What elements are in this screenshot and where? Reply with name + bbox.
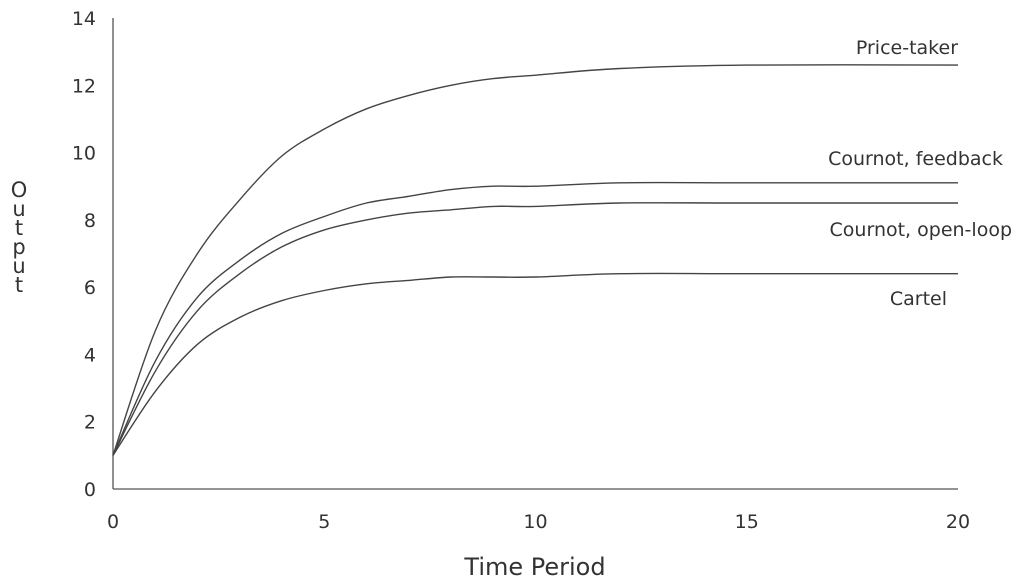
y-axis-title-letter: t	[15, 216, 23, 240]
x-tick-label: 20	[946, 511, 970, 533]
y-axis-title-letter: u	[12, 197, 25, 221]
y-tick-label: 10	[72, 143, 96, 165]
series-label: Price-taker	[856, 37, 958, 59]
y-axis-title-letter: p	[12, 235, 25, 259]
series-line	[112, 64, 959, 456]
y-tick-label: 12	[72, 75, 96, 97]
series-label: Cartel	[890, 288, 947, 310]
y-axis-title-letter: u	[12, 254, 25, 278]
y-tick-label: 0	[84, 479, 96, 501]
series-label: Cournot, open-loop	[830, 219, 1012, 241]
y-tick-label: 2	[84, 412, 96, 434]
x-axis-title: Time Period	[463, 553, 605, 581]
axes	[112, 18, 958, 490]
series-label: Cournot, feedback	[828, 148, 1003, 170]
y-tick-labels: 0 2 4 6 8 10 12 14	[72, 8, 96, 501]
series-labels: Price-taker Cournot, feedback Cournot, ope…	[828, 37, 1012, 310]
series-lines	[112, 64, 959, 456]
series-line	[112, 181, 958, 456]
y-axis-title-letter: O	[11, 178, 28, 202]
series-line	[112, 202, 958, 456]
x-tick-label: 0	[107, 511, 119, 533]
x-tick-label: 10	[523, 511, 547, 533]
x-tick-label: 5	[318, 511, 330, 533]
x-tick-labels: 0 5 10 15 20	[107, 511, 970, 533]
y-axis-title-letter: t	[15, 273, 23, 297]
y-tick-label: 14	[72, 8, 96, 30]
y-tick-label: 4	[84, 344, 96, 366]
series-line	[112, 272, 958, 456]
y-tick-label: 8	[84, 210, 96, 232]
x-tick-label: 15	[735, 511, 759, 533]
y-tick-label: 6	[84, 277, 96, 299]
